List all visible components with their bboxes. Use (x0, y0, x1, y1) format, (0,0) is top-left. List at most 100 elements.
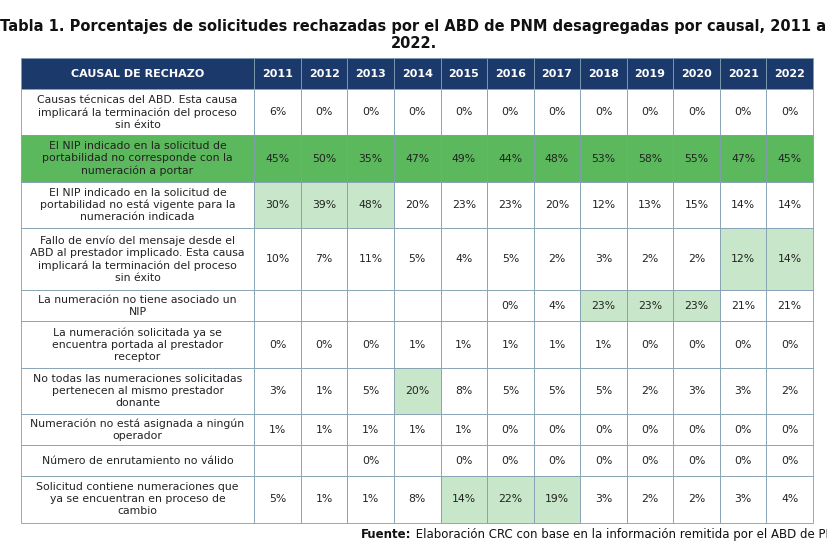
Bar (255, 476, 301, 523)
Bar (487, 228, 533, 290)
Bar (441, 58, 487, 89)
Text: 0%: 0% (502, 301, 519, 311)
Bar (394, 228, 441, 290)
Text: 1%: 1% (269, 425, 286, 435)
Text: 1%: 1% (316, 494, 332, 504)
Bar (394, 321, 441, 368)
Text: 0%: 0% (781, 425, 798, 435)
Text: 0%: 0% (548, 107, 566, 117)
Bar (347, 182, 394, 228)
Text: Fallo de envío del mensaje desde el
ABD al prestador implicado. Esta causa
impli: Fallo de envío del mensaje desde el ABD … (31, 236, 245, 283)
Text: 0%: 0% (642, 456, 659, 466)
Text: 6%: 6% (269, 107, 286, 117)
Bar (627, 445, 673, 476)
Bar (719, 89, 767, 135)
Text: 0%: 0% (455, 107, 472, 117)
Text: 14%: 14% (777, 254, 801, 264)
Text: 14%: 14% (452, 494, 476, 504)
Bar (673, 135, 719, 182)
Text: 0%: 0% (502, 425, 519, 435)
Text: Fuente:: Fuente: (361, 528, 412, 541)
Text: 1%: 1% (502, 340, 519, 349)
Bar (767, 476, 813, 523)
Bar (301, 321, 347, 368)
Bar (255, 182, 301, 228)
Text: 1%: 1% (548, 340, 566, 349)
Text: 22%: 22% (499, 494, 523, 504)
Bar (441, 368, 487, 414)
Text: 7%: 7% (316, 254, 332, 264)
Text: 5%: 5% (502, 386, 519, 396)
Text: Solicitud contiene numeraciones que
ya se encuentran en proceso de
cambio: Solicitud contiene numeraciones que ya s… (36, 482, 239, 517)
Bar (347, 414, 394, 445)
Text: 23%: 23% (685, 301, 709, 311)
Text: 2021: 2021 (728, 69, 758, 79)
Text: 44%: 44% (499, 154, 523, 164)
Text: 23%: 23% (499, 200, 523, 210)
Bar (767, 445, 813, 476)
Text: 45%: 45% (265, 154, 289, 164)
Text: 2%: 2% (688, 254, 705, 264)
Text: No todas las numeraciones solicitadas
pertenecen al mismo prestador
donante: No todas las numeraciones solicitadas pe… (33, 374, 242, 408)
Bar (673, 182, 719, 228)
Text: 14%: 14% (777, 200, 801, 210)
Text: 58%: 58% (638, 154, 662, 164)
Text: 3%: 3% (734, 494, 752, 504)
Text: 5%: 5% (409, 254, 426, 264)
Bar (394, 476, 441, 523)
Text: 0%: 0% (734, 456, 752, 466)
Text: La numeración solicitada ya se
encuentra portada al prestador
receptor: La numeración solicitada ya se encuentra… (52, 327, 223, 362)
Text: 1%: 1% (595, 340, 612, 349)
Text: 4%: 4% (455, 254, 472, 264)
Text: 12%: 12% (731, 254, 755, 264)
Text: 2022.: 2022. (390, 36, 437, 51)
Bar (21, 58, 255, 89)
Text: 5%: 5% (502, 254, 519, 264)
Text: 1%: 1% (455, 340, 472, 349)
Text: 2012: 2012 (308, 69, 340, 79)
Text: 1%: 1% (409, 340, 426, 349)
Bar (581, 321, 627, 368)
Bar (627, 89, 673, 135)
Bar (347, 58, 394, 89)
Text: 23%: 23% (452, 200, 476, 210)
Text: 0%: 0% (688, 107, 705, 117)
Bar (255, 368, 301, 414)
Bar (394, 445, 441, 476)
Bar (394, 290, 441, 321)
Bar (255, 414, 301, 445)
Text: 1%: 1% (409, 425, 426, 435)
Text: 0%: 0% (734, 107, 752, 117)
Bar (301, 182, 347, 228)
Text: Tabla 1. Porcentajes de solicitudes rechazadas por el ABD de PNM desagregadas po: Tabla 1. Porcentajes de solicitudes rech… (1, 19, 826, 34)
Bar (673, 445, 719, 476)
Text: 8%: 8% (409, 494, 426, 504)
Text: 3%: 3% (734, 386, 752, 396)
Bar (533, 58, 581, 89)
Text: 0%: 0% (455, 456, 472, 466)
Text: 8%: 8% (455, 386, 472, 396)
Text: 2017: 2017 (542, 69, 572, 79)
Text: 0%: 0% (688, 425, 705, 435)
Bar (301, 414, 347, 445)
Bar (533, 445, 581, 476)
Text: 15%: 15% (685, 200, 709, 210)
Bar (581, 135, 627, 182)
Text: 2%: 2% (642, 386, 658, 396)
Bar (255, 321, 301, 368)
Text: 21%: 21% (731, 301, 755, 311)
Bar (673, 58, 719, 89)
Bar (533, 476, 581, 523)
Bar (255, 445, 301, 476)
Bar (533, 368, 581, 414)
Text: 23%: 23% (638, 301, 662, 311)
Bar (487, 476, 533, 523)
Text: 49%: 49% (452, 154, 476, 164)
Bar (21, 89, 255, 135)
Bar (581, 182, 627, 228)
Bar (533, 290, 581, 321)
Bar (394, 135, 441, 182)
Bar (627, 135, 673, 182)
Bar (255, 135, 301, 182)
Bar (441, 290, 487, 321)
